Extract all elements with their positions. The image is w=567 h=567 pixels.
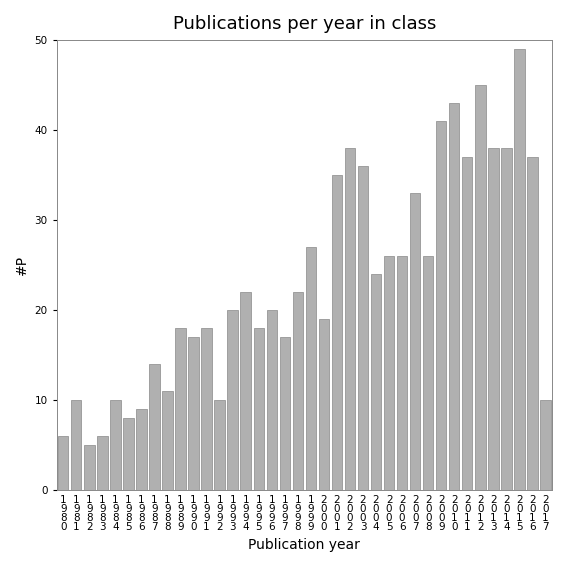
Bar: [201, 328, 212, 490]
Bar: [123, 418, 134, 490]
Bar: [188, 337, 199, 490]
Bar: [253, 328, 264, 490]
Y-axis label: #P: #P: [15, 255, 29, 275]
Bar: [384, 256, 394, 490]
Bar: [84, 445, 95, 490]
Bar: [306, 247, 316, 490]
Bar: [527, 157, 538, 490]
Bar: [436, 121, 446, 490]
Bar: [462, 157, 472, 490]
Title: Publications per year in class: Publications per year in class: [173, 15, 436, 33]
Bar: [397, 256, 407, 490]
Bar: [514, 49, 524, 490]
Bar: [423, 256, 433, 490]
Bar: [540, 400, 551, 490]
Bar: [149, 364, 160, 490]
Bar: [175, 328, 186, 490]
Bar: [136, 409, 147, 490]
Bar: [110, 400, 121, 490]
Bar: [345, 148, 355, 490]
Bar: [449, 103, 459, 490]
Bar: [488, 148, 498, 490]
Bar: [293, 292, 303, 490]
Bar: [58, 436, 69, 490]
Bar: [227, 310, 238, 490]
Bar: [475, 85, 485, 490]
Bar: [214, 400, 225, 490]
Bar: [410, 193, 420, 490]
Bar: [280, 337, 290, 490]
Bar: [266, 310, 277, 490]
X-axis label: Publication year: Publication year: [248, 538, 360, 552]
Bar: [319, 319, 329, 490]
Bar: [358, 166, 368, 490]
Bar: [240, 292, 251, 490]
Bar: [71, 400, 82, 490]
Bar: [501, 148, 511, 490]
Bar: [371, 274, 381, 490]
Bar: [97, 436, 108, 490]
Bar: [162, 391, 173, 490]
Bar: [332, 175, 342, 490]
